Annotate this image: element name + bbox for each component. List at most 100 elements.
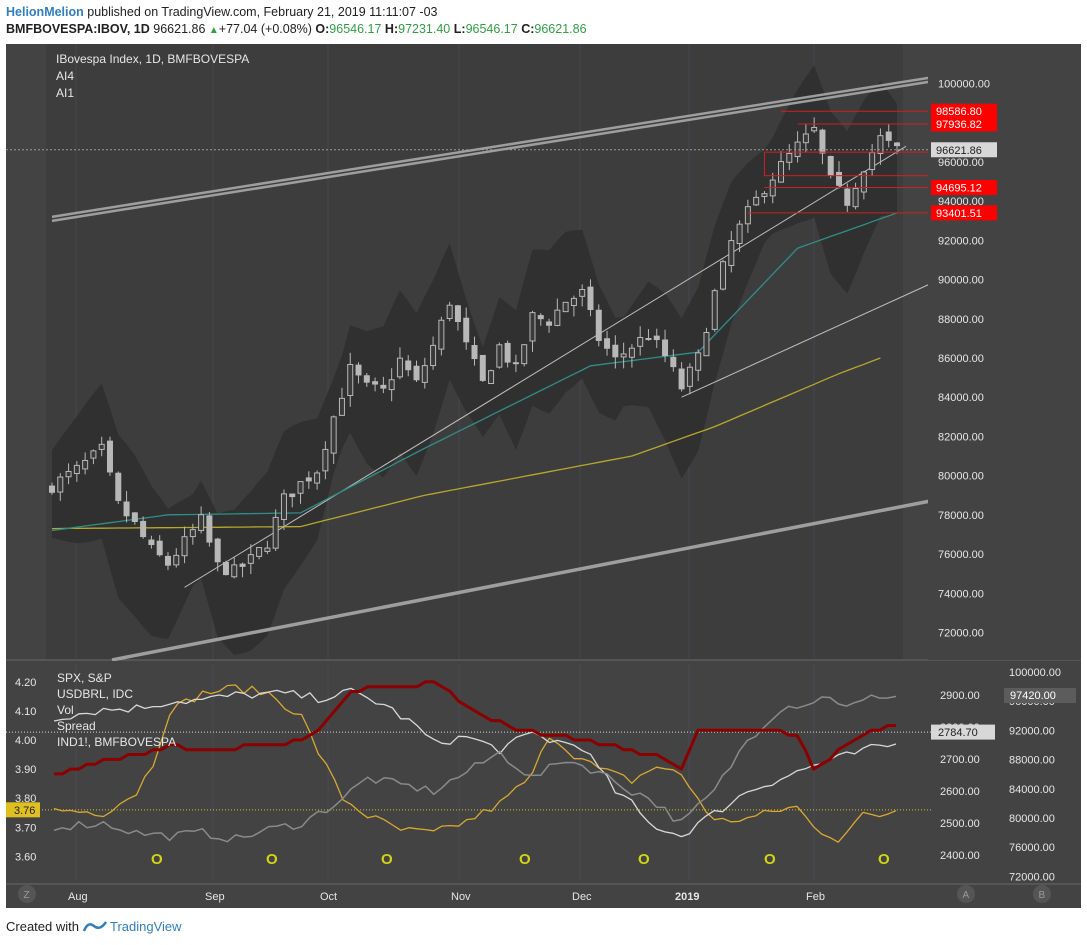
time-axis-label: Aug — [68, 891, 88, 903]
tradingview-brand[interactable]: TradingView — [109, 919, 182, 934]
candle-down — [206, 515, 213, 543]
price-tag-label: 93401.51 — [936, 208, 982, 220]
price-axis-tick: 80000.00 — [938, 471, 984, 483]
candle-up — [579, 288, 586, 297]
candle-up — [396, 357, 403, 378]
ma-teal-line — [51, 212, 898, 532]
candle-down — [678, 368, 685, 390]
symbol-label: BMFBOVESPA:IBOV, 1D — [6, 22, 150, 36]
spx-axis-tick: 2500.00 — [940, 818, 980, 830]
candle-down — [512, 362, 519, 365]
candle-up — [446, 304, 453, 319]
up-triangle-icon: ▲ — [208, 25, 219, 36]
axis-button-a[interactable] — [957, 885, 975, 903]
candle-up — [628, 347, 635, 358]
candle-up — [189, 529, 196, 538]
cycle-marker: O — [764, 851, 776, 868]
main-legend-item: AI1 — [56, 86, 74, 100]
candle-up — [521, 344, 528, 365]
candle-down — [894, 142, 900, 147]
lower-legend-item: USDBRL, IDC — [57, 687, 133, 701]
last-price: 96621.86 — [153, 22, 206, 36]
cycle-marker: O — [381, 851, 393, 868]
price-axis-tick: 94000.00 — [938, 196, 984, 208]
left-axis-tick: 4.20 — [15, 677, 36, 689]
price-tag-label: 94695.12 — [936, 183, 982, 195]
price-axis-tick: 84000.00 — [938, 392, 984, 404]
axis-button-b[interactable] — [1033, 885, 1051, 903]
spx-axis-tick: 2600.00 — [940, 786, 980, 798]
trend-line-1 — [184, 145, 907, 588]
spx-axis-tick: 2900.00 — [940, 690, 980, 702]
price-change: +77.04 (+0.08%) — [218, 22, 312, 36]
candle-down — [164, 555, 171, 566]
open-label: O: — [315, 22, 330, 36]
candle-up — [421, 365, 428, 383]
spx-axis-tag — [931, 724, 995, 740]
author-link[interactable]: HelionMelion — [6, 5, 84, 19]
cycle-marker: O — [266, 851, 278, 868]
candle-down — [454, 305, 461, 323]
candle-down — [819, 129, 826, 154]
candle-down — [49, 485, 55, 493]
left-axis-tag-label: 3.76 — [14, 805, 35, 817]
open-value: 96546.17 — [329, 22, 382, 36]
publish-line: HelionMelion published on TradingView.co… — [6, 4, 587, 21]
candle-up — [330, 416, 337, 454]
chart-area[interactable]: IBovespa Index, 1D, BMFBOVESPA AI4 AI1 O O O… — [6, 44, 1081, 908]
candle-down — [372, 381, 379, 385]
left-axis-tick: 4.00 — [15, 735, 36, 747]
candle-down — [844, 188, 851, 206]
candle-up — [620, 353, 627, 358]
spx-axis-tick: 2400.00 — [940, 850, 980, 862]
left-axis-tick: 4.10 — [15, 706, 36, 718]
price-axis-tick: 96000.00 — [938, 157, 984, 169]
candle-down — [131, 512, 138, 522]
main-price-axis-bg — [928, 44, 1081, 660]
price-axis-tick: 92000.00 — [938, 235, 984, 247]
candle-up — [554, 309, 561, 326]
candle-down — [405, 360, 412, 371]
cycle-marker: O — [638, 851, 650, 868]
price-tag — [931, 205, 997, 221]
spx-axis-tag-label: 2784.70 — [938, 727, 978, 739]
candle-up — [488, 370, 495, 384]
candle-down — [289, 493, 296, 498]
ind-axis-tick: 84000.00 — [1009, 784, 1055, 796]
lower-legend-item: SPX, S&P — [57, 671, 112, 685]
price-axis-tick: 90000.00 — [938, 275, 984, 287]
candle-up — [314, 472, 321, 484]
chart-header: HelionMelion published on TradingView.co… — [6, 4, 587, 39]
candle-up — [73, 464, 80, 475]
candle-down — [305, 477, 312, 482]
candle-up — [388, 379, 395, 391]
ind-axis-tick: 72000.00 — [1009, 871, 1055, 883]
ohlc-line: BMFBOVESPA:IBOV, 1D 96621.86 ▲+77.04 (+0… — [6, 21, 587, 39]
candle-down — [380, 384, 387, 389]
candle-up — [198, 514, 205, 531]
candle-down — [504, 342, 511, 363]
candle-down — [662, 339, 669, 357]
axis-button-z[interactable] — [18, 885, 36, 903]
candle-down — [239, 563, 246, 567]
candle-up — [811, 126, 818, 132]
left-axis-tick: 3.70 — [15, 822, 36, 834]
candle-down — [836, 171, 843, 186]
price-axis-tick: 74000.00 — [938, 588, 984, 600]
left-axis-tick: 3.60 — [15, 851, 36, 863]
candle-up — [869, 152, 876, 171]
candle-up — [272, 516, 279, 549]
candle-up — [338, 397, 345, 416]
cycle-marker: O — [151, 851, 163, 868]
candle-up — [761, 193, 768, 198]
candle-up — [247, 554, 254, 564]
candle-down — [140, 520, 147, 538]
price-axis-tick: 82000.00 — [938, 431, 984, 443]
price-tag-label: 96621.86 — [936, 145, 982, 157]
candle-up — [82, 459, 89, 470]
chart-svg[interactable]: IBovespa Index, 1D, BMFBOVESPA AI4 AI1 O O O… — [6, 44, 1081, 908]
time-axis-label: Dec — [572, 891, 592, 903]
time-axis-label: Sep — [205, 891, 225, 903]
candle-up — [744, 206, 751, 225]
ind-axis-tag-label: 97420.00 — [1010, 690, 1056, 702]
